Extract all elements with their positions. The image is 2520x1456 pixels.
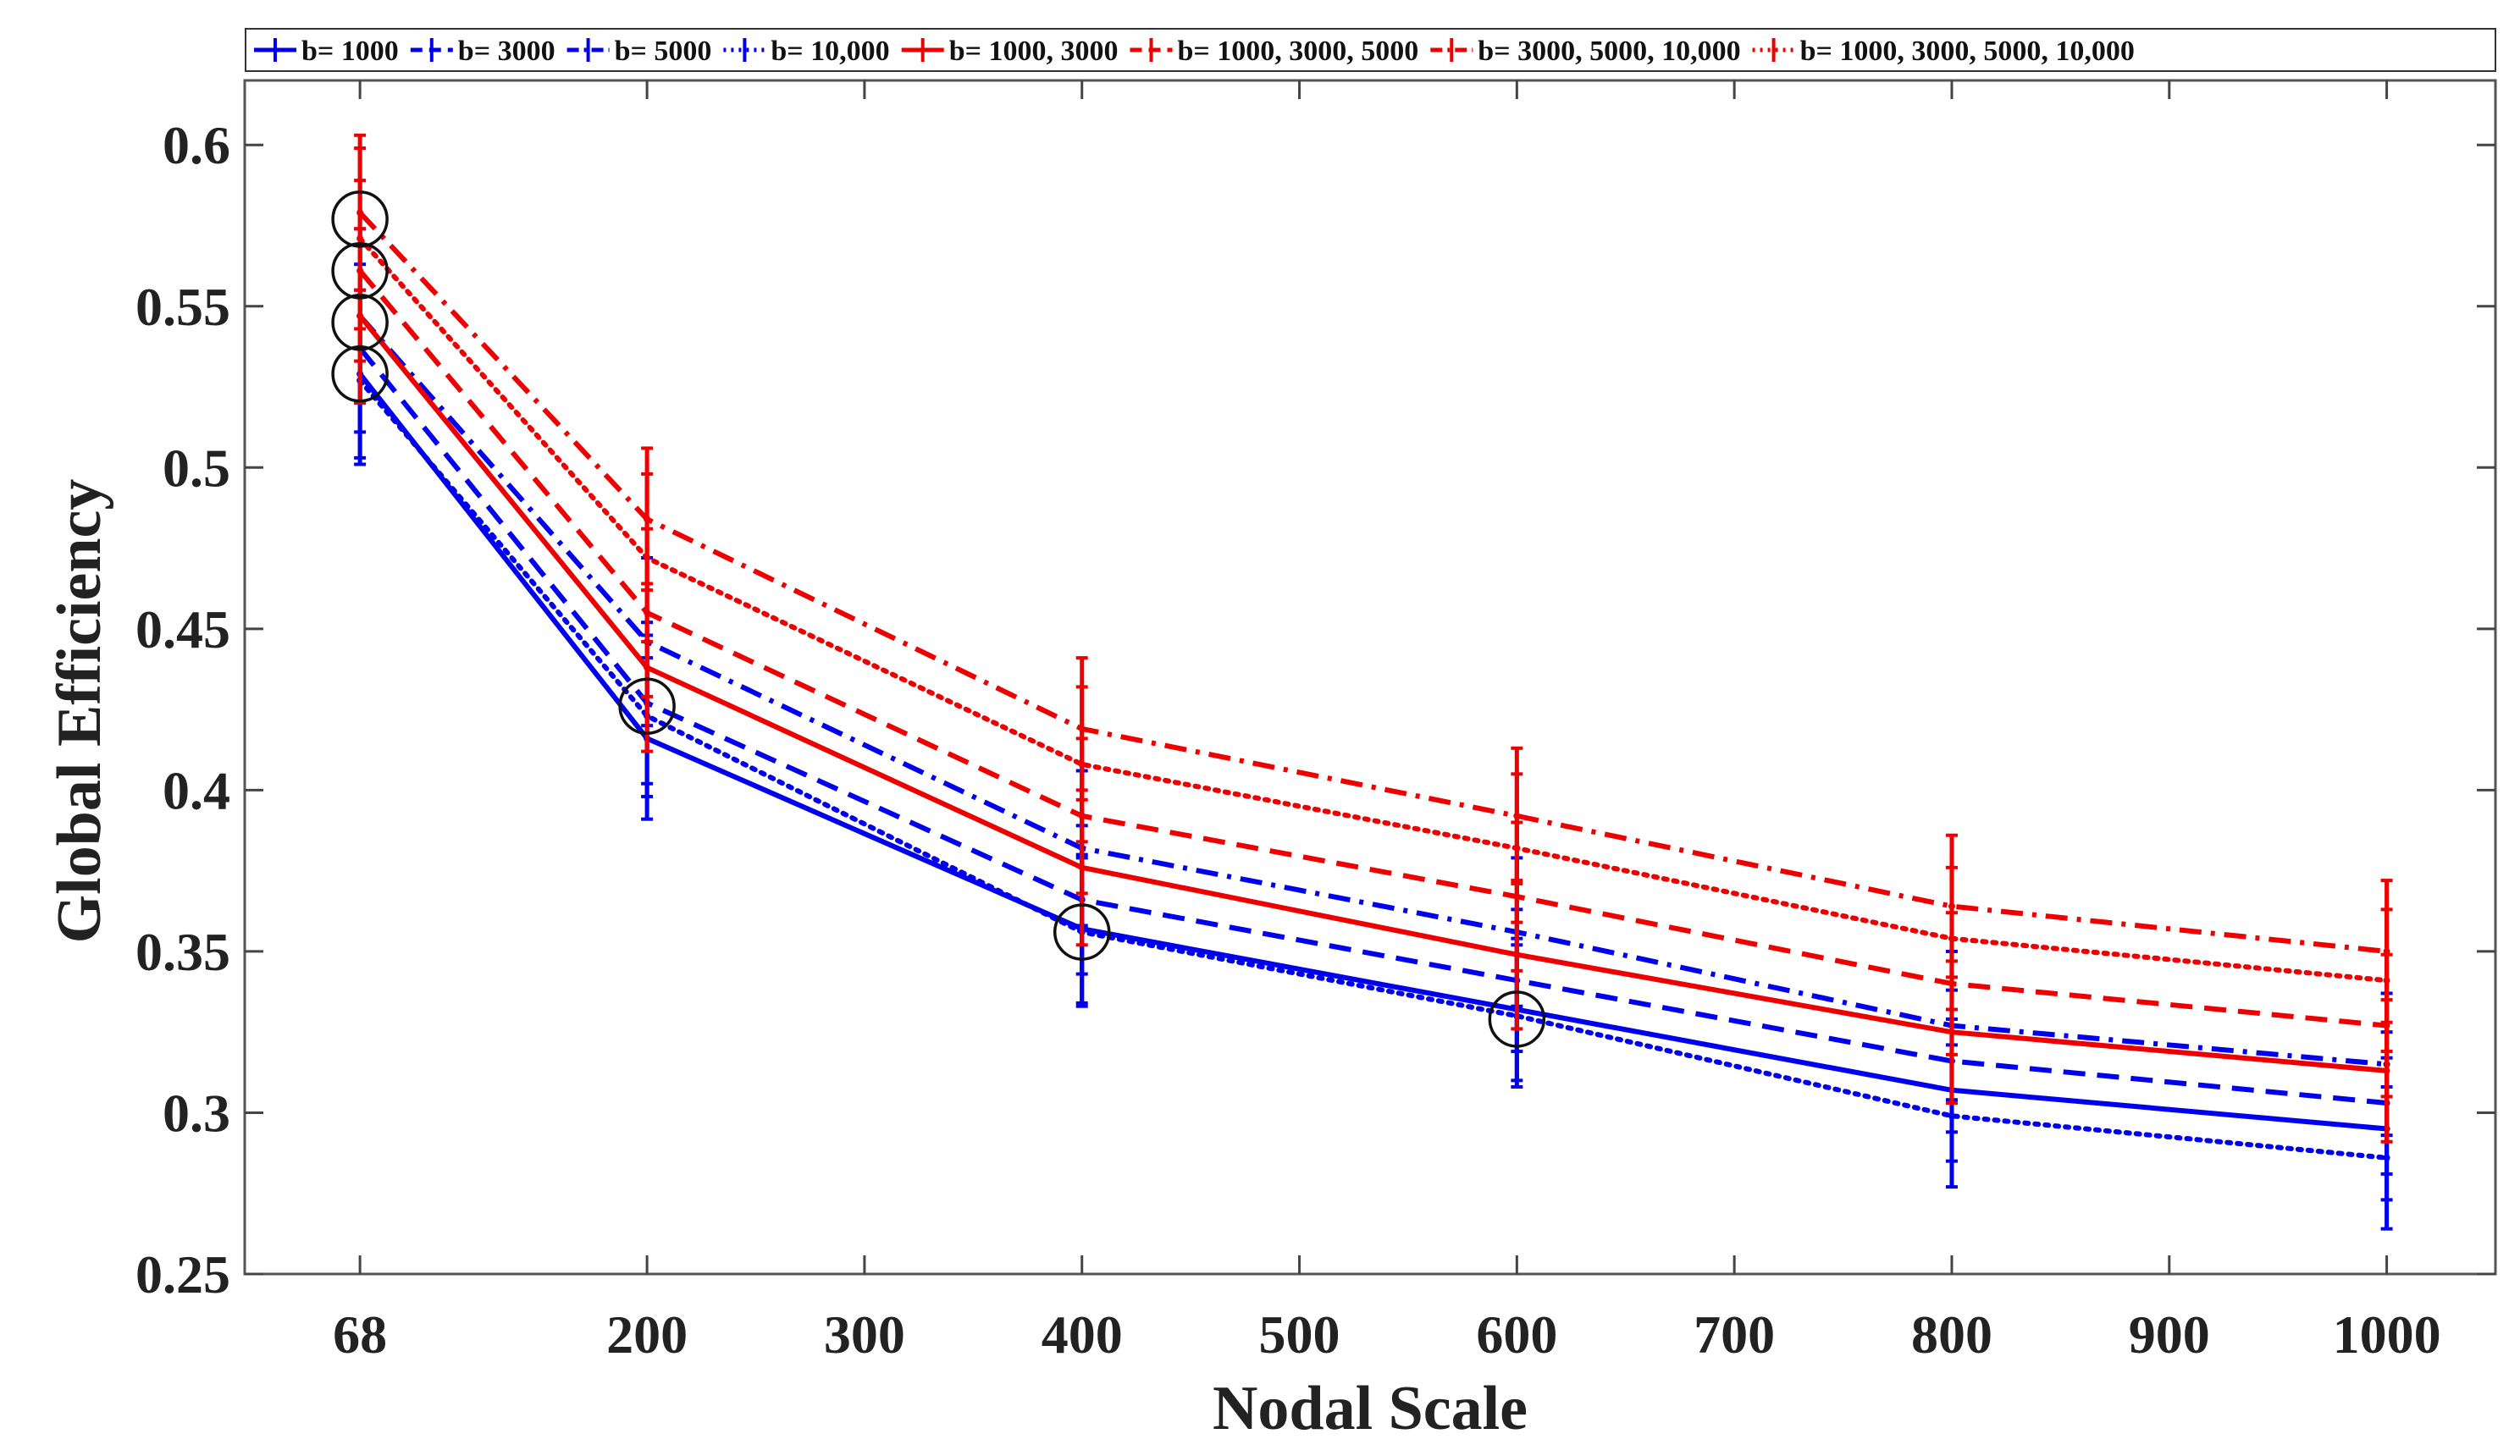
x-tick-labels: 68 200 300 400 500 600 700 800 900 1000 xyxy=(333,1304,2440,1365)
highlight-circle xyxy=(331,190,389,248)
legend-item: b= 5000 xyxy=(566,36,712,67)
legend-item: b= 1000 xyxy=(254,36,399,67)
data-point xyxy=(1513,844,1521,852)
y-tick-label: 0.4 xyxy=(163,760,230,820)
highlight-circle xyxy=(1488,990,1546,1048)
highlight-circle xyxy=(331,294,389,351)
legend-item: b= 3000, 5000, 10,000 xyxy=(1430,36,1741,67)
y-tick-label: 0.3 xyxy=(163,1083,230,1143)
x-tick-label: 200 xyxy=(606,1304,688,1365)
x-tick-label: 800 xyxy=(1911,1304,1992,1365)
series-8 xyxy=(354,146,2393,1054)
x-tick-label: 600 xyxy=(1476,1304,1557,1365)
series-line xyxy=(357,235,2390,984)
x-tick-label: 400 xyxy=(1042,1304,1123,1365)
legend-label: b= 1000, 3000, 5000 xyxy=(1177,36,1418,67)
plot-area xyxy=(243,79,2497,1276)
highlight-circle xyxy=(618,677,676,736)
y-tick-label: 0.55 xyxy=(135,277,230,337)
data-point xyxy=(356,234,364,242)
legend-label: b= 3000 xyxy=(458,36,555,67)
legend-item: b= 1000, 3000, 5000, 10,000 xyxy=(1752,36,2135,67)
data-point xyxy=(1078,760,1086,768)
x-axis-label: Nodal Scale xyxy=(1213,1374,1528,1443)
legend: b= 1000 b= 3000 b= 5000 b= 10,000 b= 1000, 3… xyxy=(254,36,2135,67)
x-tick-label: 900 xyxy=(2129,1304,2210,1365)
highlight-circle xyxy=(331,345,389,403)
axis-ticks xyxy=(245,80,2495,1276)
data-point xyxy=(1948,935,1955,942)
legend-label: b= 1000, 3000, 5000, 10,000 xyxy=(1800,36,2135,67)
legend-label: b= 3000, 5000, 10,000 xyxy=(1478,36,1740,67)
series-line xyxy=(357,378,2390,1161)
y-tick-label: 0.5 xyxy=(163,438,230,498)
y-tick-labels: 0.25 0.3 0.35 0.4 0.45 0.5 0.55 0.6 xyxy=(135,115,230,1304)
x-tick-label: 500 xyxy=(1259,1304,1340,1365)
y-axis-label: Global Efficiency xyxy=(45,479,114,944)
y-tick-label: 0.25 xyxy=(135,1244,230,1304)
series-line xyxy=(357,211,2387,954)
x-tick-label: 68 xyxy=(333,1304,387,1365)
legend-label: b= 1000, 3000 xyxy=(949,36,1119,67)
legend-item: b= 3000 xyxy=(410,36,555,67)
data-point xyxy=(2383,977,2390,984)
x-tick-label: 700 xyxy=(1694,1304,1775,1365)
legend-label: b= 10,000 xyxy=(771,36,889,67)
y-tick-label: 0.35 xyxy=(135,922,230,982)
series-line xyxy=(357,314,2387,1067)
data-point xyxy=(2383,1154,2390,1161)
annotation-group xyxy=(331,190,1546,1048)
series-line xyxy=(357,372,2387,1132)
y-tick-label: 0.6 xyxy=(163,115,230,175)
data-point xyxy=(644,554,651,561)
x-tick-label: 1000 xyxy=(2333,1304,2441,1365)
highlight-circle xyxy=(331,242,389,300)
x-tick-label: 300 xyxy=(824,1304,905,1365)
legend-item: b= 10,000 xyxy=(723,36,890,67)
legend-item: b= 1000, 3000, 5000 xyxy=(1130,36,1418,67)
series-line xyxy=(357,346,2387,1106)
y-tick-label: 0.45 xyxy=(135,599,230,659)
series-line xyxy=(357,314,2387,1073)
data-point xyxy=(1948,1112,1955,1120)
legend-label: b= 5000 xyxy=(615,36,712,67)
legend-label: b= 1000 xyxy=(301,36,399,67)
legend-item: b= 1000, 3000 xyxy=(901,36,1119,67)
highlight-circle xyxy=(1053,903,1111,961)
legend-box xyxy=(245,28,2496,72)
